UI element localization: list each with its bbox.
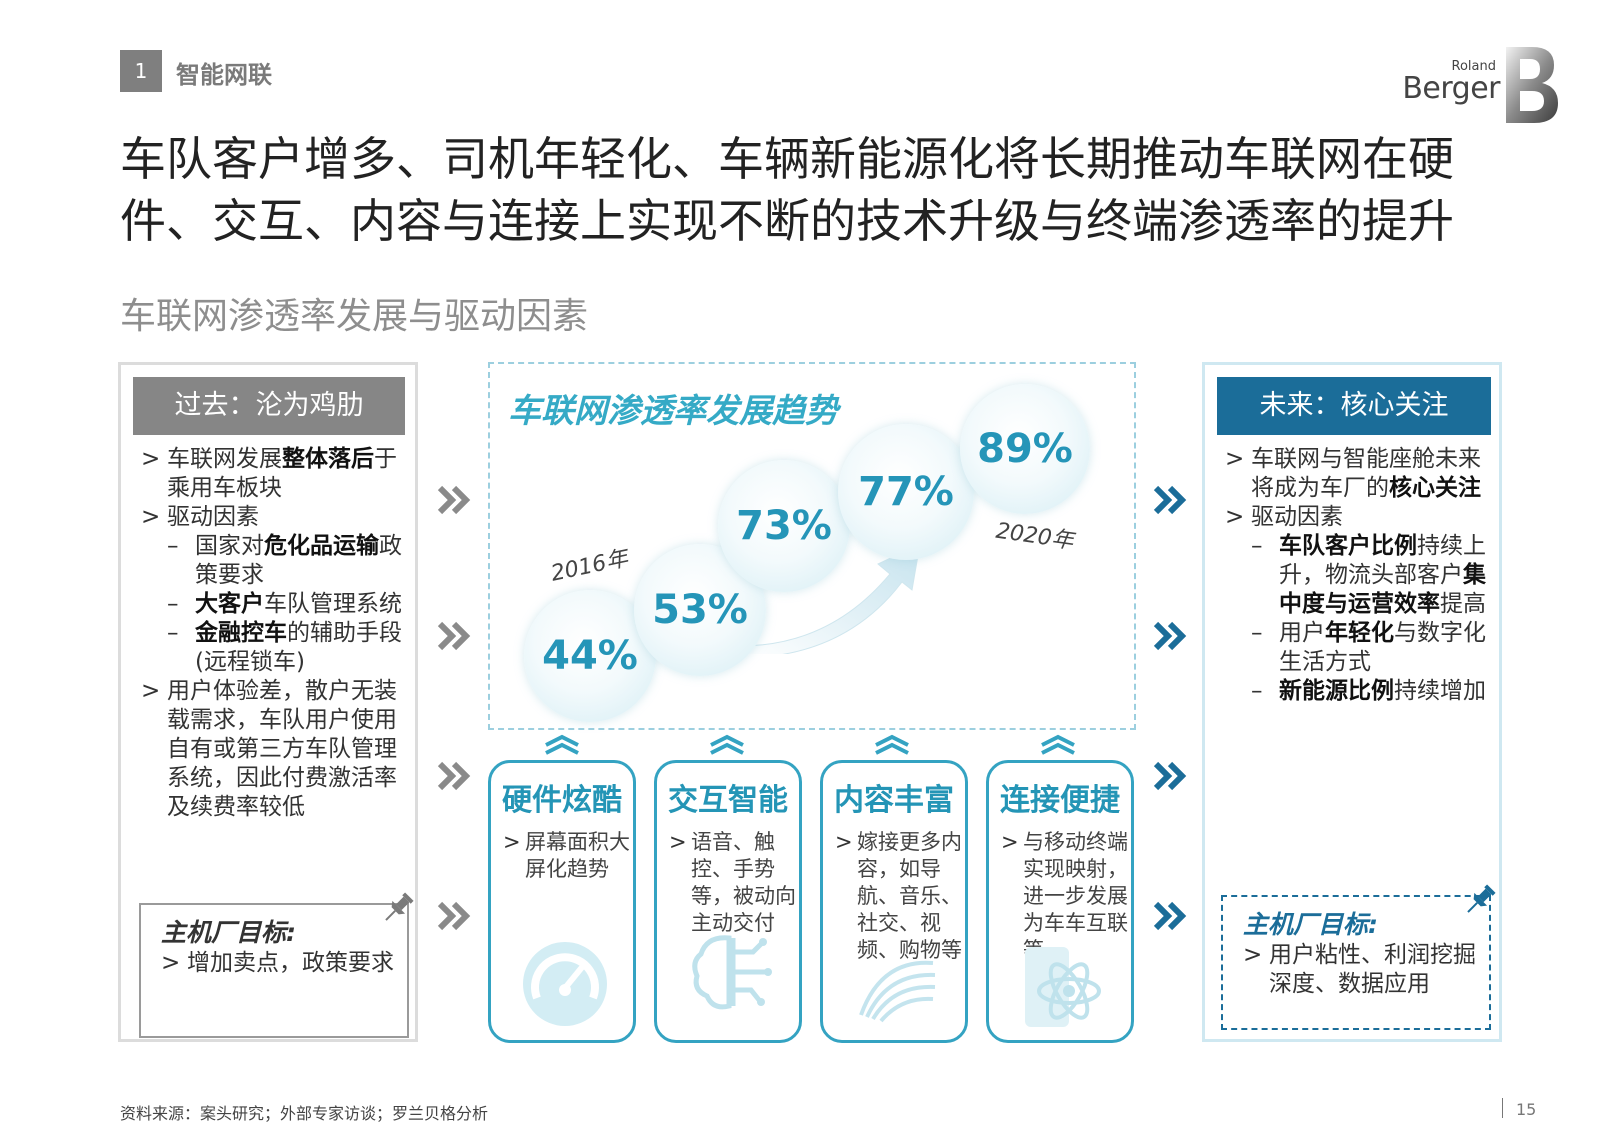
card-title: 交互智能	[668, 783, 788, 818]
bubble-value: 77%	[838, 424, 974, 560]
card-body: 与移动终端实现映射，进一步发展为车车互联等	[997, 829, 1129, 964]
future-goal-box: 主机厂目标: 用户粘性、利润挖掘深度、数据应用	[1221, 884, 1496, 1030]
bubble-value: 89%	[960, 384, 1090, 514]
double-chevron-right-icon	[1153, 901, 1187, 931]
future-goal-body: 用户粘性、利润挖掘深度、数据应用	[1235, 941, 1485, 999]
double-chevron-up-icon	[1041, 734, 1075, 755]
past-bullet-2: 驱动因素	[133, 503, 415, 532]
card-title: 内容丰富	[834, 783, 954, 818]
double-chevron-right-icon	[437, 901, 471, 931]
future-header: 未来：核心关注	[1217, 377, 1491, 435]
future-sub-3: 新能源比例持续增加	[1217, 677, 1499, 706]
start-year-label: 2016年	[548, 546, 631, 587]
past-sub-3: 金融控车的辅助手段 (远程锁车)	[133, 619, 415, 677]
atom-phone-icon	[1025, 947, 1101, 1027]
card-hardware: 硬件炫酷 屏幕面积大屏化趋势	[488, 760, 636, 1043]
pushpin-icon	[385, 892, 414, 921]
double-chevron-right-icon	[437, 621, 471, 651]
page-divider	[1502, 1098, 1503, 1118]
past-goal-box: 主机厂目标: 增加卖点，政策要求	[139, 892, 414, 1038]
source-note: 资料来源：案头研究；外部专家访谈；罗兰贝格分析	[120, 1104, 489, 1123]
future-bullet-2: 驱动因素	[1217, 503, 1499, 532]
trend-title: 车联网渗透率发展趋势	[508, 391, 838, 430]
card-connection: 连接便捷 与移动终端实现映射，进一步发展为车车互联等	[986, 760, 1134, 1043]
past-text: 车联网发展整体落后于乘用车板块 驱动因素 国家对危化品运输政策要求 大客户车队管…	[133, 445, 415, 822]
past-bullet-3: 用户体验差，散户无装载需求，车队用户使用自有或第三方车队管理系统，因此付费激活率…	[133, 677, 415, 822]
double-chevron-right-icon	[1153, 485, 1187, 515]
section-title: 智能网联	[176, 61, 272, 89]
past-panel: 过去：沦为鸡肋 车联网发展整体落后于乘用车板块 驱动因素 国家对危化品运输政策要…	[118, 362, 418, 1042]
double-chevron-right-icon	[1153, 761, 1187, 791]
pushpin-icon	[1467, 884, 1496, 913]
logo-line2: Berger	[1402, 71, 1500, 106]
card-content: 内容丰富 嫁接更多内容，如导航、音乐、社交、视频、购物等	[820, 760, 968, 1043]
future-sub-2: 用户年轻化与数字化生活方式	[1217, 619, 1499, 677]
past-sub-2: 大客户车队管理系统	[133, 590, 415, 619]
card-interaction: 交互智能 语音、触控、手势等，被动向主动交付	[654, 760, 802, 1043]
double-chevron-up-icon	[710, 734, 744, 755]
past-goal-title: 主机厂目标:	[161, 918, 296, 947]
speedometer-icon	[523, 942, 607, 1026]
content-swirl-icon	[859, 960, 936, 1023]
card-body: 嫁接更多内容，如导航、音乐、社交、视频、购物等	[831, 829, 963, 964]
bubble-value: 73%	[718, 460, 850, 592]
card-title: 硬件炫酷	[502, 783, 622, 818]
brain-circuit-icon	[692, 935, 772, 1010]
trend-box: 车联网渗透率发展趋势 2016年 2020年 44% 53% 73% 77% 8…	[488, 362, 1136, 730]
page-number: 15	[1516, 1100, 1537, 1119]
past-header: 过去：沦为鸡肋	[133, 377, 405, 435]
card-body: 屏幕面积大屏化趋势	[499, 829, 631, 883]
page-subtitle: 车联网渗透率发展与驱动因素	[120, 296, 589, 337]
end-year-label: 2020年	[994, 518, 1076, 555]
roland-berger-logo: Roland Berger	[1400, 45, 1560, 125]
double-chevron-up-icon	[545, 734, 579, 755]
logo-b-mark-icon	[1506, 47, 1558, 123]
card-body: 语音、触控、手势等，被动向主动交付	[665, 829, 797, 937]
double-chevron-up-icon	[875, 734, 909, 755]
card-title: 连接便捷	[1000, 783, 1120, 818]
past-sub-1: 国家对危化品运输政策要求	[133, 532, 415, 590]
future-text: 车联网与智能座舱未来将成为车厂的核心关注 驱动因素 车队客户比例持续上升，物流头…	[1217, 445, 1499, 706]
future-goal-title: 主机厂目标:	[1243, 910, 1378, 939]
double-chevron-right-icon	[437, 761, 471, 791]
past-bullet-1: 车联网发展整体落后于乘用车板块	[133, 445, 415, 503]
future-panel: 未来：核心关注 车联网与智能座舱未来将成为车厂的核心关注 驱动因素 车队客户比例…	[1202, 362, 1502, 1042]
section-number: 1	[120, 50, 162, 92]
double-chevron-right-icon	[1153, 621, 1187, 651]
double-chevron-right-icon	[437, 485, 471, 515]
logo-line1: Roland	[1451, 59, 1496, 74]
future-sub-1: 车队客户比例持续上升，物流头部客户集中度与运营效率提高	[1217, 532, 1499, 619]
past-goal-body: 增加卖点，政策要求	[153, 949, 403, 978]
future-bullet-1: 车联网与智能座舱未来将成为车厂的核心关注	[1217, 445, 1499, 503]
page-headline: 车队客户增多、司机年轻化、车辆新能源化将长期推动车联网在硬件、交互、内容与连接上…	[120, 132, 1454, 248]
